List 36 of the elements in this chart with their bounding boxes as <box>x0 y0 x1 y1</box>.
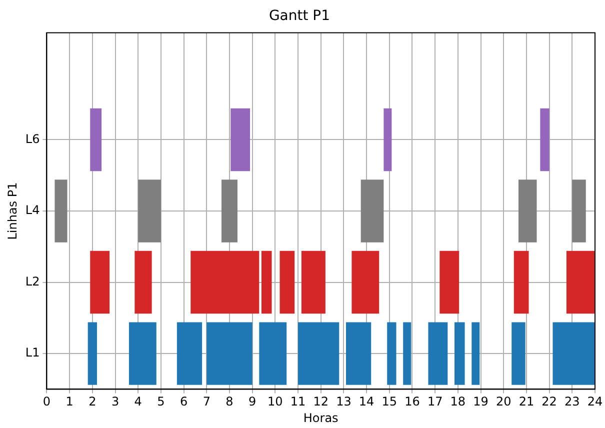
x-tick-label: 15 <box>382 394 398 409</box>
x-tick-label: 20 <box>496 394 512 409</box>
y-tick-label: L6 <box>25 132 40 146</box>
bar <box>552 322 595 385</box>
x-tick-label: 19 <box>473 394 488 409</box>
x-axis-title: Horas <box>303 410 338 425</box>
x-tick-label: 3 <box>111 394 120 409</box>
x-tick-label: 8 <box>226 394 234 409</box>
y-tick-label: L1 <box>25 346 40 360</box>
bar <box>472 322 480 385</box>
x-tick-label: 13 <box>336 394 352 409</box>
y-tick-label: L2 <box>25 274 40 288</box>
x-tick-label: 6 <box>180 394 188 409</box>
bar <box>512 322 526 385</box>
x-tick-label: 14 <box>358 394 374 409</box>
x-tick-label: 4 <box>134 394 142 409</box>
x-tick-label: 10 <box>268 394 283 409</box>
x-tick-label: 24 <box>587 394 603 409</box>
x-tick-label: 16 <box>404 394 420 409</box>
x-tick-label: 2 <box>88 394 96 409</box>
x-tick-label: 5 <box>157 394 165 409</box>
y-axis-title: Linhas P1 <box>5 182 20 240</box>
x-tick-label: 7 <box>202 394 210 409</box>
x-tick-label: 21 <box>518 394 534 409</box>
x-tick-label: 9 <box>248 394 256 409</box>
y-tick-label: L4 <box>25 203 40 218</box>
chart-title: Gantt P1 <box>268 8 330 24</box>
x-tick-label: 12 <box>313 394 328 409</box>
x-tick-label: 11 <box>290 394 306 409</box>
x-tick-label: 23 <box>564 394 580 409</box>
x-tick-label: 0 <box>42 394 51 409</box>
x-tick-label: 18 <box>450 394 466 409</box>
x-tick-label: 1 <box>66 394 74 409</box>
x-tick-label: 17 <box>427 394 443 409</box>
x-tick-label: 22 <box>542 394 557 409</box>
bar <box>454 322 465 385</box>
